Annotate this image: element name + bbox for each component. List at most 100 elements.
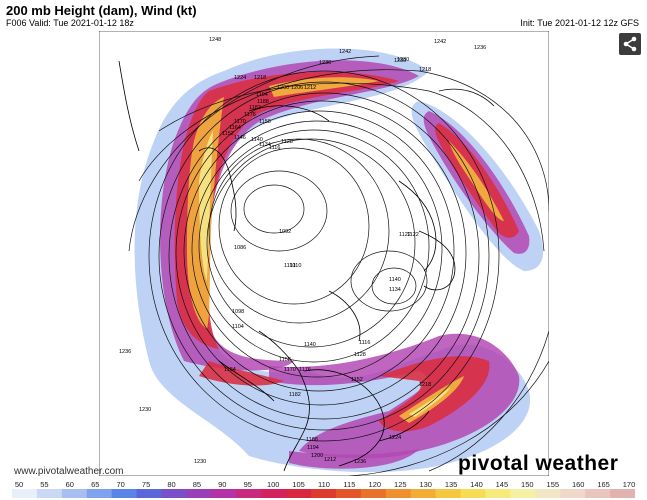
contour-label: 1146 bbox=[234, 135, 246, 141]
colorbar-swatch bbox=[311, 489, 337, 498]
contour-label: 1152 bbox=[351, 377, 363, 383]
site-url[interactable]: www.pivotalweather.com bbox=[14, 466, 124, 477]
colorbar-swatch bbox=[12, 489, 38, 498]
contour-label: 1122 bbox=[407, 232, 419, 238]
colorbar-tick-label: 50 bbox=[15, 480, 23, 489]
contour-label: 1092 bbox=[279, 229, 291, 235]
colorbar-tick-label: 90 bbox=[218, 480, 226, 489]
contour-label: 1236 bbox=[354, 459, 366, 465]
map-title: 200 mb Height (dam), Wind (kt) bbox=[6, 3, 197, 18]
contour-label: 1230 bbox=[194, 459, 206, 465]
height-contours bbox=[128, 55, 549, 476]
contour-label: 1086 bbox=[234, 245, 246, 251]
colorbar-swatch bbox=[236, 489, 262, 498]
colorbar-swatch bbox=[410, 489, 437, 498]
header: 200 mb Height (dam), Wind (kt) F006 Vali… bbox=[0, 0, 647, 30]
colorbar-swatch bbox=[286, 489, 312, 498]
colorbar-tick-label: 125 bbox=[394, 480, 407, 489]
colorbar-swatch bbox=[136, 489, 163, 498]
colorbar-swatch bbox=[485, 489, 511, 498]
brand-logo-text: pivotal weather bbox=[458, 452, 619, 475]
colorbar-tick-label: 80 bbox=[167, 480, 175, 489]
contour-label: 1110 bbox=[290, 263, 301, 269]
colorbar-tick-label: 105 bbox=[292, 480, 305, 489]
colorbar-swatch bbox=[36, 489, 63, 498]
contour-label: 1128 bbox=[354, 352, 366, 358]
colorbar-swatch bbox=[161, 489, 187, 498]
colorbar-tick-label: 60 bbox=[66, 480, 74, 489]
contour-label: 1224 bbox=[234, 75, 246, 81]
colorbar-tick-label: 120 bbox=[369, 480, 382, 489]
contour-label: 1134 bbox=[259, 142, 271, 148]
colorbar-tick-label: 65 bbox=[91, 480, 99, 489]
contour-label: 1170 bbox=[234, 119, 246, 125]
colorbar-swatch bbox=[435, 489, 462, 498]
contour-label: 1140 bbox=[304, 342, 316, 348]
contour-label: 1242 bbox=[434, 39, 446, 45]
colorbar-tick-label: 140 bbox=[470, 480, 483, 489]
contour-label: 1212 bbox=[324, 457, 336, 463]
colorbar-swatch bbox=[535, 489, 561, 498]
colorbar-tick-label: 165 bbox=[597, 480, 610, 489]
colorbar-swatch bbox=[360, 489, 387, 498]
colorbar-swatch bbox=[585, 489, 611, 498]
contour-label: 1236 bbox=[474, 45, 486, 51]
contour-label: 1218 bbox=[419, 382, 431, 388]
colorbar-swatch bbox=[510, 489, 536, 498]
contour-label: 1164 bbox=[229, 125, 241, 131]
contour-label: 1170 bbox=[284, 367, 296, 373]
contour-label: 1194 bbox=[256, 92, 268, 98]
coastlines bbox=[118, 60, 495, 472]
contour-label: 1152 bbox=[222, 131, 234, 137]
contour-label: 1230 bbox=[397, 57, 409, 63]
contour-label: 1176 bbox=[299, 367, 311, 373]
contour-label: 1158 bbox=[279, 357, 291, 363]
contour-label: 1218 bbox=[254, 75, 266, 81]
contour-label: 1104 bbox=[232, 324, 244, 330]
contour-label: 1230 bbox=[139, 407, 151, 413]
contour-label: 1194 bbox=[307, 445, 319, 451]
share-button[interactable] bbox=[619, 33, 641, 55]
init-time: Init: Tue 2021-01-12 12z GFS bbox=[520, 18, 639, 28]
colorbar-tick-label: 130 bbox=[419, 480, 432, 489]
wind-shading bbox=[134, 48, 544, 473]
contour-label: 1098 bbox=[232, 309, 244, 315]
contour-label: 1116 bbox=[269, 145, 280, 151]
colorbar-swatch bbox=[211, 489, 237, 498]
contour-label: 1224 bbox=[389, 435, 401, 441]
colorbar-swatch bbox=[61, 489, 88, 498]
colorbar-tick-label: 115 bbox=[343, 480, 355, 489]
contour-label: 1128 bbox=[281, 139, 293, 145]
contour-label: 1248 bbox=[209, 37, 221, 43]
contour-label: 1218 bbox=[419, 67, 431, 73]
colorbar-tick-label: 70 bbox=[117, 480, 125, 489]
contour-label: 1230 bbox=[394, 58, 406, 64]
colorbar-tick-label: 170 bbox=[623, 480, 635, 489]
contour-label: 1158 bbox=[259, 119, 271, 125]
colorbar-tick-label: 75 bbox=[142, 480, 150, 489]
colorbar-swatch bbox=[86, 489, 113, 498]
colorbar-tick-label: 55 bbox=[40, 480, 48, 489]
contour-label: 1200 bbox=[277, 85, 289, 91]
contour-label: 1212 bbox=[304, 85, 316, 91]
contour-label: 1116 bbox=[359, 340, 370, 346]
contour-label: 1140 bbox=[389, 277, 401, 283]
contour-label: 1242 bbox=[339, 49, 351, 55]
colorbar-tick-label: 110 bbox=[318, 480, 330, 489]
colorbar-tick-label: 100 bbox=[267, 480, 280, 489]
contour-label: 1200 bbox=[311, 453, 323, 459]
colorbar-tick-label: 155 bbox=[547, 480, 560, 489]
contour-label: 1164 bbox=[224, 367, 236, 373]
contour-label: 1182 bbox=[249, 105, 261, 111]
contour-label: 1206 bbox=[291, 85, 303, 91]
colorbar-swatch bbox=[385, 489, 412, 498]
contour-label: 1122 bbox=[399, 232, 411, 238]
contour-label: 1236 bbox=[119, 349, 131, 355]
colorbar-tick-label: 150 bbox=[521, 480, 534, 489]
colorbar-swatch bbox=[261, 489, 287, 498]
contour-label: 1236 bbox=[319, 60, 331, 66]
wind-colorbar: 50 55 60 65 70 75 80 85 90 95 100 105 110 115 120 125 13… bbox=[12, 480, 635, 498]
colorbar-tick-label: 145 bbox=[496, 480, 509, 489]
contour-label: 1140 bbox=[251, 137, 263, 143]
colorbar-swatch bbox=[335, 489, 362, 498]
